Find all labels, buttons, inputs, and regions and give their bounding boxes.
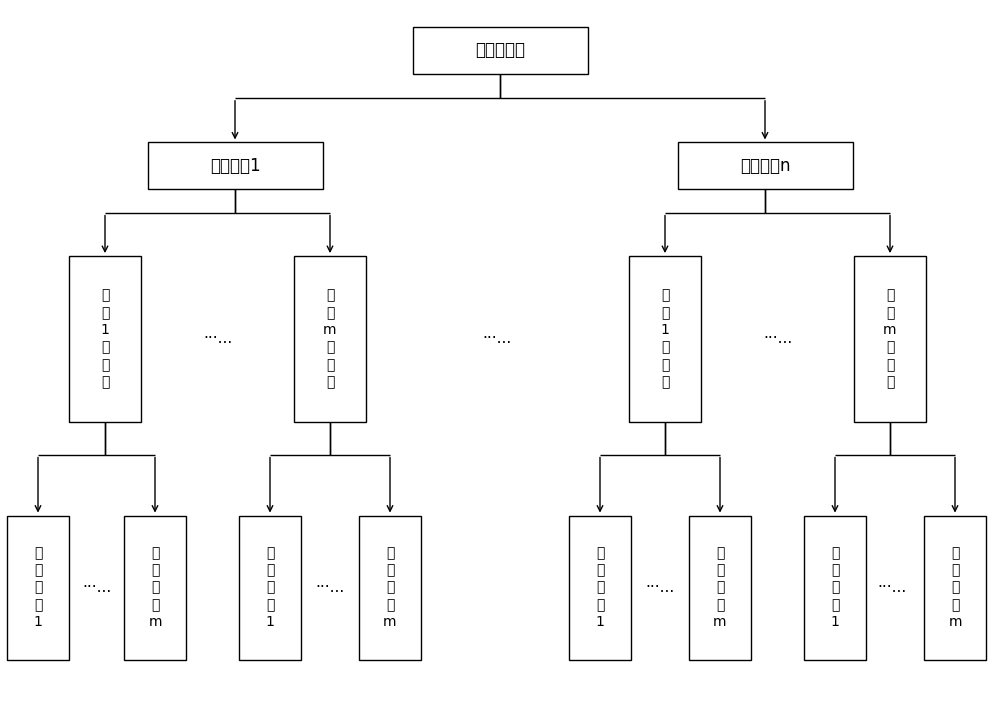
Bar xyxy=(239,516,301,660)
Bar xyxy=(804,516,866,660)
Bar xyxy=(359,516,421,660)
Text: 控制中心n: 控制中心n xyxy=(740,157,790,174)
Text: 路
口
1
信
号
机: 路 口 1 信 号 机 xyxy=(101,288,109,389)
Text: ···...: ···... xyxy=(315,580,345,595)
Bar xyxy=(7,516,69,660)
Bar xyxy=(569,516,631,660)
Text: ···...: ···... xyxy=(203,332,233,346)
Text: 控制中心1: 控制中心1 xyxy=(210,157,260,174)
Bar xyxy=(629,256,701,422)
Bar xyxy=(689,516,751,660)
Bar xyxy=(678,142,852,189)
Text: 路
口
m
信
号
机: 路 口 m 信 号 机 xyxy=(883,288,897,389)
Text: ···...: ···... xyxy=(877,580,907,595)
Text: ···...: ···... xyxy=(482,332,512,346)
Text: 检
测
设
备
m: 检 测 设 备 m xyxy=(948,546,962,629)
Text: 路
口
1
信
号
机: 路 口 1 信 号 机 xyxy=(661,288,669,389)
Text: 路
口
m
信
号
机: 路 口 m 信 号 机 xyxy=(323,288,337,389)
Bar xyxy=(294,256,366,422)
Bar xyxy=(69,256,141,422)
Text: 检
测
设
备
m: 检 测 设 备 m xyxy=(383,546,397,629)
Text: ···...: ···... xyxy=(763,332,793,346)
Bar xyxy=(148,142,322,189)
Bar xyxy=(124,516,186,660)
Bar xyxy=(854,256,926,422)
Text: 检
测
设
备
1: 检 测 设 备 1 xyxy=(34,546,42,629)
Text: 检
测
设
备
1: 检 测 设 备 1 xyxy=(266,546,274,629)
Bar xyxy=(413,27,588,74)
Bar xyxy=(924,516,986,660)
Text: ···...: ···... xyxy=(82,580,112,595)
Text: ···...: ···... xyxy=(645,580,675,595)
Text: 检
测
设
备
m: 检 测 设 备 m xyxy=(713,546,727,629)
Text: 检
测
设
备
1: 检 测 设 备 1 xyxy=(831,546,839,629)
Text: 总控制中心: 总控制中心 xyxy=(475,42,525,59)
Text: 检
测
设
备
1: 检 测 设 备 1 xyxy=(596,546,604,629)
Text: 检
测
设
备
m: 检 测 设 备 m xyxy=(148,546,162,629)
